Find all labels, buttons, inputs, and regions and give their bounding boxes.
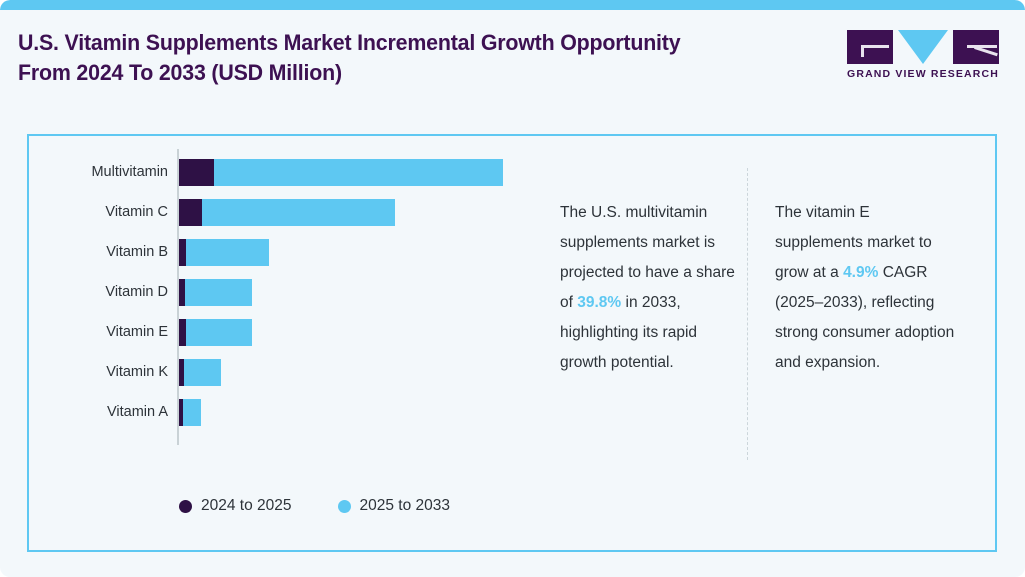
bar-segment-first-period — [179, 199, 202, 226]
brand-logo: GRAND VIEW RESEARCH — [847, 30, 999, 82]
bar-segment-first-period — [179, 279, 185, 306]
bar-track — [179, 319, 252, 346]
bar-category-label: Vitamin C — [105, 204, 168, 220]
logo-r-notch-icon — [967, 45, 997, 48]
bar-category-label: Vitamin B — [106, 244, 168, 260]
bar-row: Vitamin D — [29, 279, 529, 306]
legend-item[interactable]: 2025 to 2033 — [337, 497, 451, 515]
insight-text-before: The vitamin E supplements market to grow… — [775, 204, 932, 281]
insight-text-after: CAGR (2025–2033), reflecting strong cons… — [775, 264, 955, 371]
bar-segment-second-period — [185, 279, 252, 306]
legend-color-dot — [337, 499, 351, 513]
bar-row: Multivitamin — [29, 159, 529, 186]
bar-segment-second-period — [184, 359, 221, 386]
bar-track — [179, 159, 503, 186]
bar-row: Vitamin E — [29, 319, 529, 346]
content-panel: Multivitamin Vitamin C Vitamin B Vitamin D V… — [27, 134, 997, 552]
top-accent-bar — [0, 0, 1025, 10]
bar-category-label: Vitamin K — [106, 364, 168, 380]
bar-track — [179, 399, 201, 426]
bar-category-label: Vitamin D — [105, 284, 168, 300]
legend-label: 2025 to 2033 — [359, 497, 451, 514]
insight-text-after: in 2033, highlighting its rapid growth p… — [560, 294, 698, 371]
bar-row: Vitamin K — [29, 359, 529, 386]
bar-category-label: Multivitamin — [91, 164, 168, 180]
logo-g-notch-vertical-icon — [861, 45, 864, 57]
bar-segment-first-period — [179, 159, 214, 186]
bar-chart: Multivitamin Vitamin C Vitamin B Vitamin D V… — [29, 136, 559, 554]
logo-v-triangle-icon — [898, 30, 948, 64]
insight-divider — [747, 168, 748, 460]
legend-item[interactable]: 2024 to 2025 — [179, 497, 292, 515]
bar-track — [179, 239, 269, 266]
insight-highlight-value: 39.8% — [577, 294, 622, 311]
insight-highlight-value: 4.9% — [843, 264, 879, 281]
insight-text-before: The U.S. multivitamin supplements market… — [560, 204, 735, 311]
bar-track — [179, 279, 252, 306]
page-title: U.S. Vitamin Supplements Market Incremen… — [18, 30, 681, 85]
plot-area: Multivitamin Vitamin C Vitamin B Vitamin D V… — [29, 149, 529, 479]
bar-track — [179, 359, 221, 386]
bar-segment-second-period — [214, 159, 503, 186]
bar-segment-first-period — [179, 319, 186, 346]
bar-row: Vitamin B — [29, 239, 529, 266]
bar-segment-second-period — [186, 319, 252, 346]
legend-color-dot — [179, 499, 192, 513]
logo-marks — [847, 30, 999, 64]
bar-segment-first-period — [179, 399, 183, 426]
insight-card-vitamin-e-cagr: The vitamin E supplements market to grow… — [775, 198, 960, 378]
bar-category-label: Vitamin A — [107, 404, 168, 420]
bar-segment-first-period — [179, 239, 186, 266]
bar-category-label: Vitamin E — [106, 324, 168, 340]
bar-track — [179, 199, 395, 226]
bar-segment-second-period — [202, 199, 395, 226]
y-axis-line — [177, 149, 179, 445]
bar-row: Vitamin A — [29, 399, 529, 426]
header: U.S. Vitamin Supplements Market Incremen… — [0, 10, 1025, 110]
legend-label: 2024 to 2025 — [201, 497, 292, 514]
chart-legend: 2024 to 2025 2025 to 2033 — [179, 493, 450, 519]
insight-card-multivitamin-share: The U.S. multivitamin supplements market… — [560, 198, 740, 378]
bar-segment-second-period — [186, 239, 269, 266]
bar-row: Vitamin C — [29, 199, 529, 226]
bar-segment-second-period — [183, 399, 201, 426]
logo-g-notch-icon — [861, 45, 889, 48]
bar-segment-first-period — [179, 359, 184, 386]
logo-wordmark: GRAND VIEW RESEARCH — [847, 68, 999, 80]
